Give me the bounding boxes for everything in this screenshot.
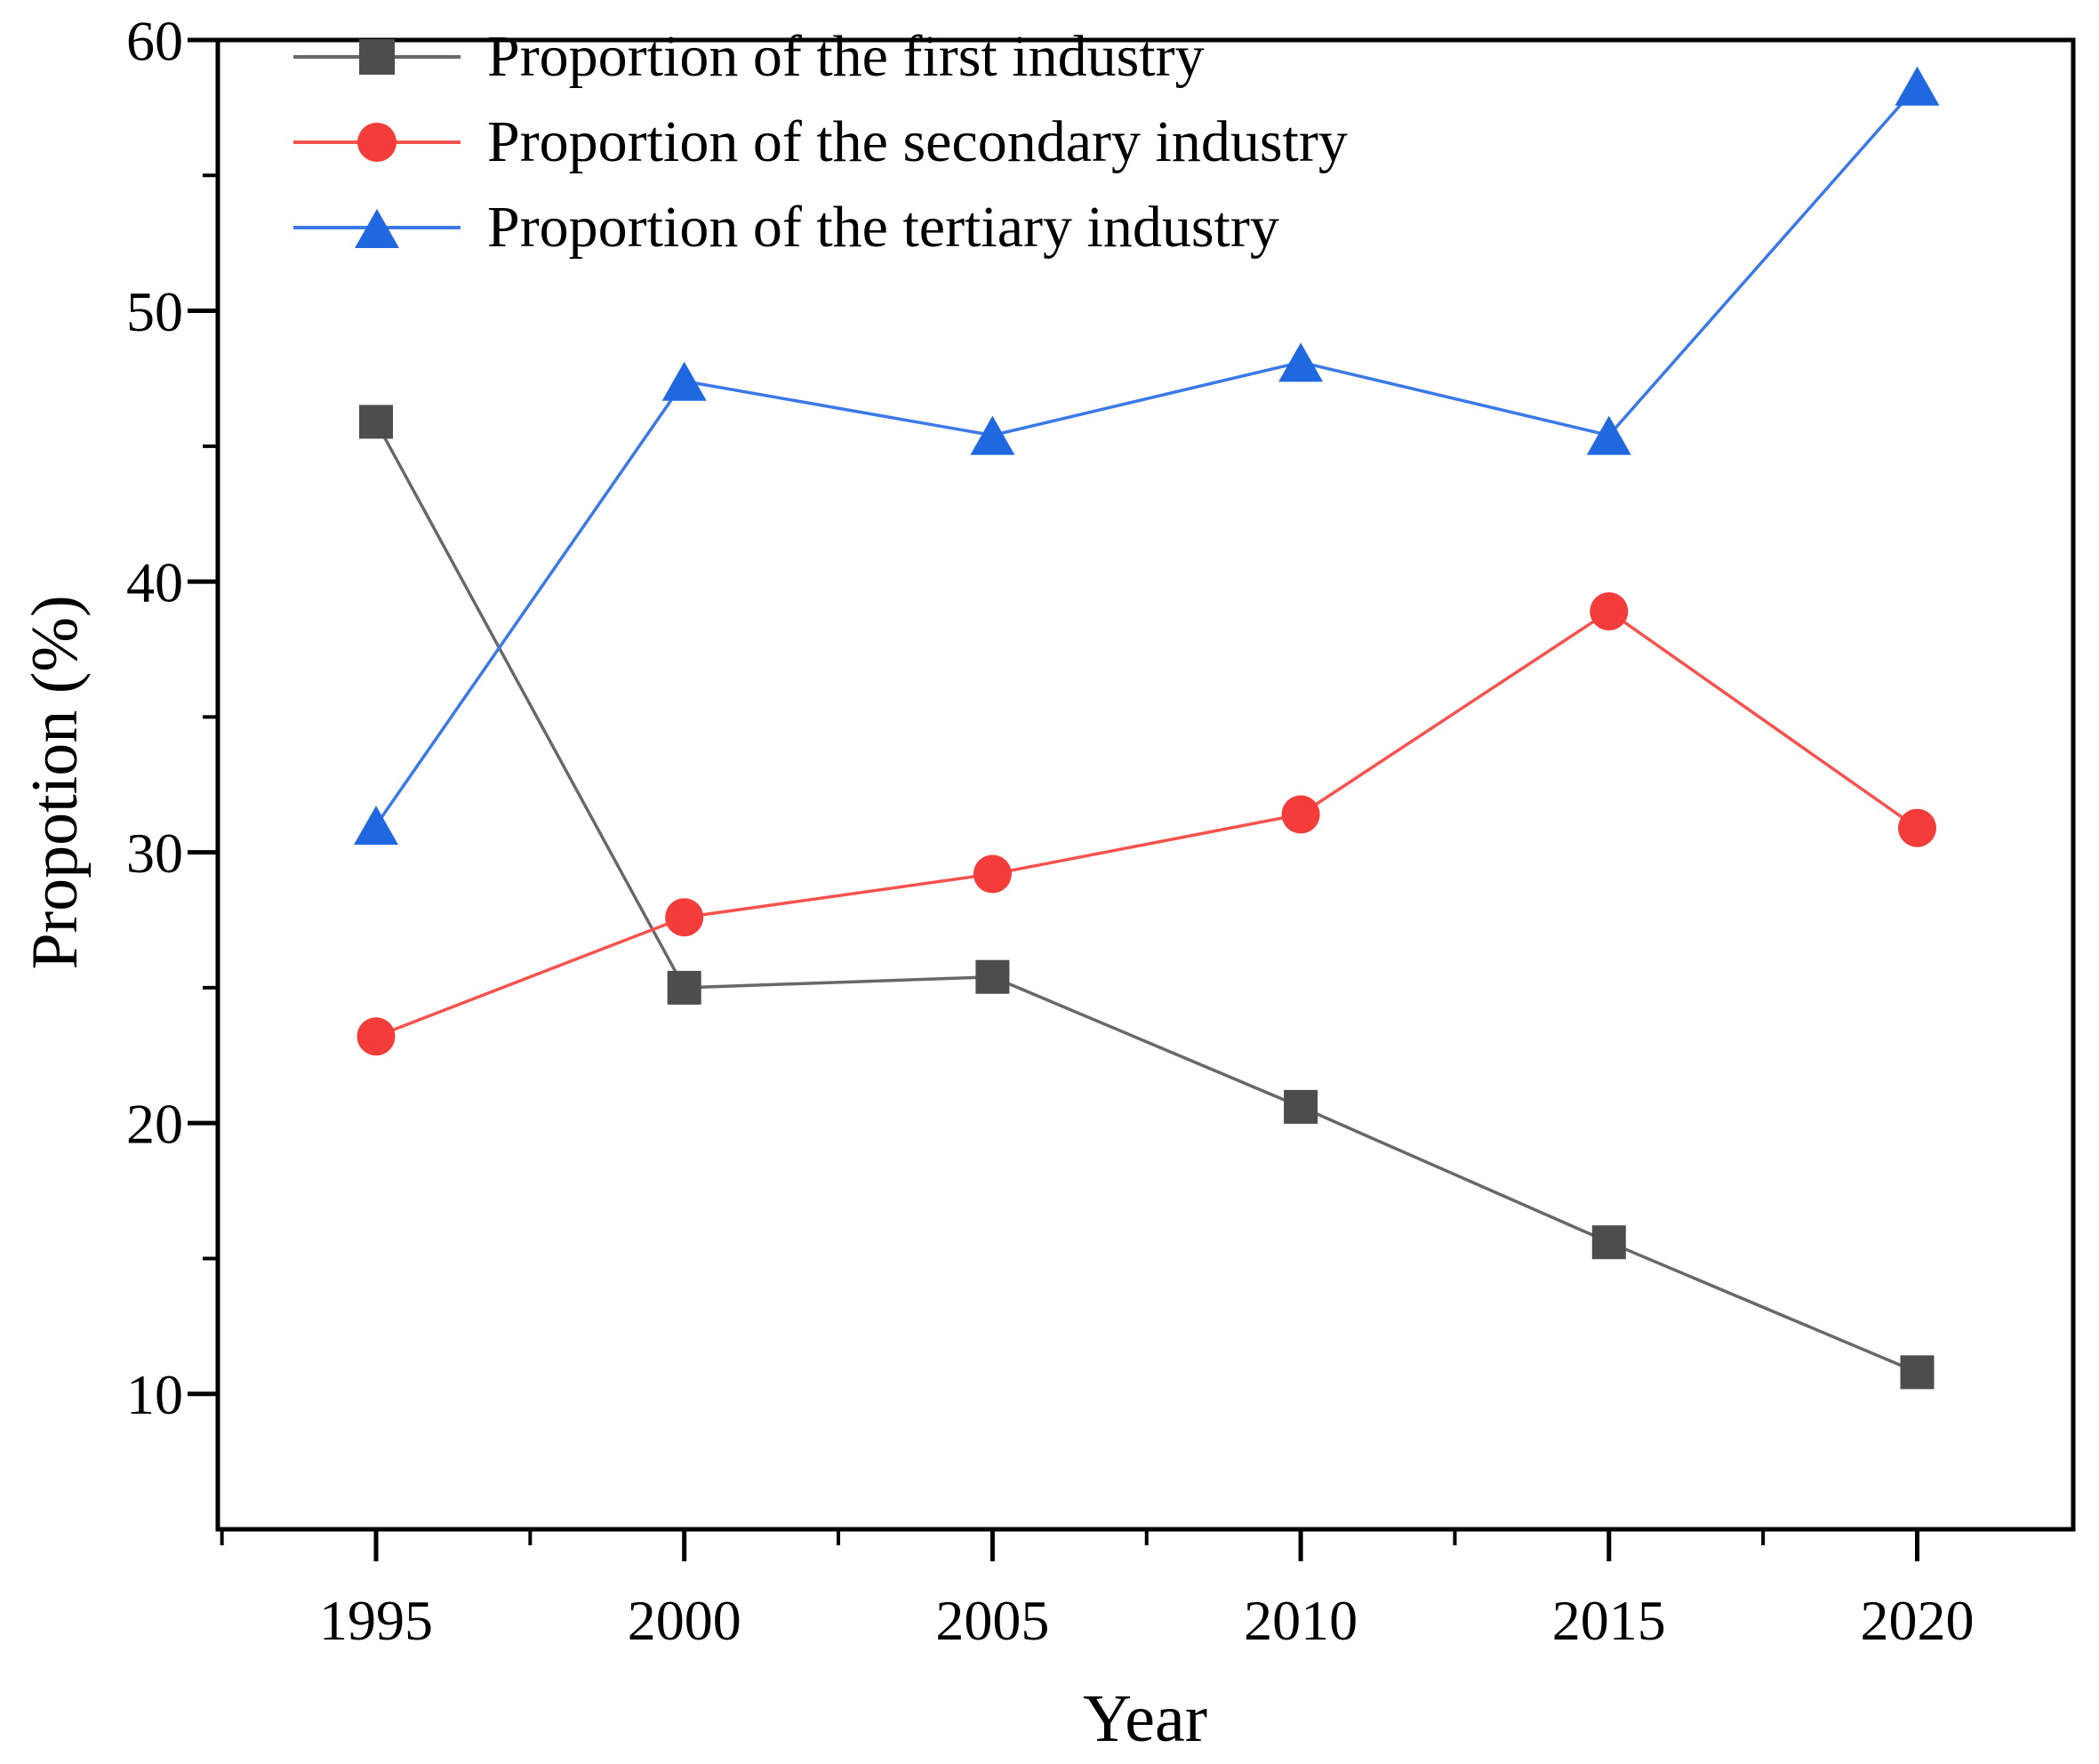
y-axis-title: Propotion (%): [19, 595, 92, 970]
data-point-square: [1900, 1355, 1935, 1390]
data-point-square: [1284, 1089, 1318, 1124]
y-tick-label: 10: [126, 1363, 183, 1426]
y-tick-label: 50: [126, 280, 183, 343]
data-point-triangle: [354, 806, 398, 846]
y-tick-label: 20: [126, 1093, 183, 1156]
legend-item-secondary-industry: Proportion of the secondary industry: [293, 100, 1348, 185]
series-line-triangle: [374, 84, 1919, 827]
data-point-triangle: [1278, 342, 1324, 382]
y-tick-label: 60: [126, 9, 183, 72]
data-point-square: [667, 970, 701, 1005]
legend-item-tertiary-industry: Proportion of the tertiary industry: [293, 185, 1348, 270]
x-tick-label: 2010: [1244, 1589, 1358, 1652]
legend-circle-marker-icon: [293, 116, 461, 169]
data-point-circle: [1281, 795, 1320, 834]
y-tick-label: 30: [126, 822, 183, 885]
circle-marker-icon: [357, 123, 397, 162]
x-tick-label: 2000: [628, 1589, 741, 1652]
triangle-marker-icon: [355, 209, 399, 248]
data-point-triangle: [1895, 66, 1940, 106]
data-point-circle: [357, 1017, 396, 1056]
x-tick-label: 2020: [1861, 1589, 1975, 1652]
series-line-circle: [375, 609, 1919, 1038]
data-point-triangle: [1586, 415, 1631, 455]
data-point-square: [359, 405, 393, 439]
x-axis-title: Year: [1082, 1681, 1208, 1756]
x-tick-label: 2005: [935, 1589, 1049, 1652]
x-tick-label: 2015: [1552, 1589, 1666, 1652]
legend-item-first-industry: Proportion of the first industry: [293, 14, 1348, 100]
data-point-triangle: [661, 361, 707, 401]
legend-square-marker-icon: [293, 30, 461, 84]
legend-label: Proportion of the tertiary industry: [487, 195, 1279, 260]
data-point-circle: [1590, 592, 1629, 631]
x-tick-label: 1995: [319, 1589, 433, 1652]
data-point-triangle: [970, 415, 1015, 455]
data-point-circle: [1898, 808, 1936, 847]
plot-frame: [215, 37, 2076, 1532]
square-marker-icon: [359, 39, 395, 75]
series-line-square: [374, 421, 1919, 1374]
data-point-circle: [665, 898, 704, 937]
data-point-square: [1591, 1225, 1626, 1260]
data-point-circle: [973, 854, 1012, 894]
data-point-square: [975, 959, 1010, 994]
legend-triangle-marker-icon: [293, 201, 461, 254]
legend-label: Proportion of the secondary industry: [487, 109, 1348, 174]
chart-legend: Proportion of the first industry Proport…: [293, 14, 1348, 270]
legend-label: Proportion of the first industry: [487, 24, 1205, 89]
y-tick-label: 40: [126, 550, 183, 613]
